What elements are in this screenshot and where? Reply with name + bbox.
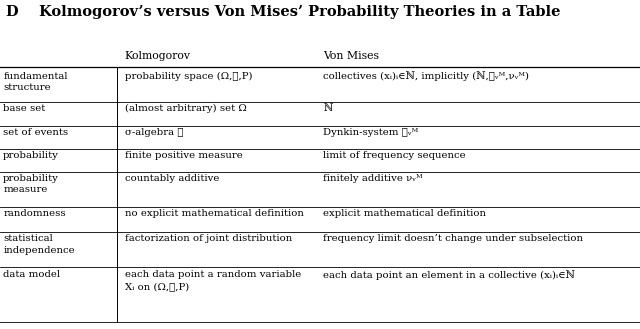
- Text: Von Mises: Von Mises: [323, 51, 379, 61]
- Text: collectives (xᵢ)ᵢ∈ℕ, implicitly (ℕ,𝓜ᵥᴹ,νᵥᴹ): collectives (xᵢ)ᵢ∈ℕ, implicitly (ℕ,𝓜ᵥᴹ,ν…: [323, 72, 529, 82]
- Text: σ-algebra ℱ: σ-algebra ℱ: [125, 128, 183, 137]
- Text: frequency limit doesn’t change under subselection: frequency limit doesn’t change under sub…: [323, 234, 583, 243]
- Text: set of events: set of events: [3, 128, 68, 137]
- Text: no explicit mathematical definition: no explicit mathematical definition: [125, 209, 303, 218]
- Text: Kolmogorov: Kolmogorov: [125, 51, 191, 61]
- Text: finite positive measure: finite positive measure: [125, 151, 243, 160]
- Text: each data point an element in a collective (xᵢ)ᵢ∈ℕ: each data point an element in a collecti…: [323, 270, 575, 280]
- Text: factorization of joint distribution: factorization of joint distribution: [125, 234, 292, 243]
- Text: data model: data model: [3, 270, 60, 279]
- Text: Dynkin-system 𝓜ᵥᴹ: Dynkin-system 𝓜ᵥᴹ: [323, 128, 419, 137]
- Text: limit of frequency sequence: limit of frequency sequence: [323, 151, 466, 160]
- Text: randomness: randomness: [3, 209, 66, 218]
- Text: (almost arbitrary) set Ω: (almost arbitrary) set Ω: [125, 104, 246, 113]
- Text: finitely additive νᵥᴹ: finitely additive νᵥᴹ: [323, 174, 423, 183]
- Text: probability space (Ω,ℱ,P): probability space (Ω,ℱ,P): [125, 72, 252, 81]
- Text: each data point a random variable
Xᵢ on (Ω,ℱ,P): each data point a random variable Xᵢ on …: [125, 270, 301, 291]
- Text: D    Kolmogorov’s versus Von Mises’ Probability Theories in a Table: D Kolmogorov’s versus Von Mises’ Probabi…: [6, 5, 561, 19]
- Text: base set: base set: [3, 104, 45, 113]
- Text: probability
measure: probability measure: [3, 174, 59, 194]
- Text: explicit mathematical definition: explicit mathematical definition: [323, 209, 486, 218]
- Text: fundamental
structure: fundamental structure: [3, 72, 68, 92]
- Text: countably additive: countably additive: [125, 174, 219, 183]
- Text: probability: probability: [3, 151, 59, 160]
- Text: ℕ: ℕ: [323, 104, 332, 113]
- Text: statistical
independence: statistical independence: [3, 234, 75, 255]
